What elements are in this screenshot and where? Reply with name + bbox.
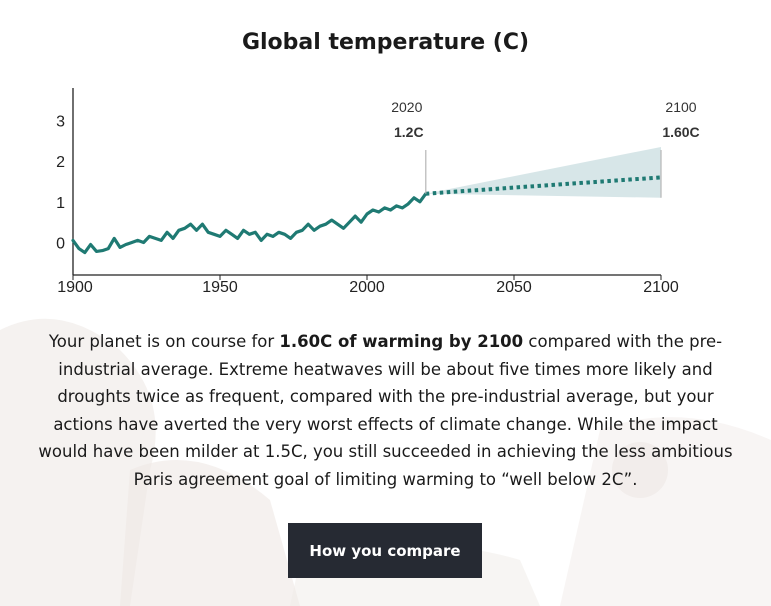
temperature-chart: 1900 1950 2000 2050 2100 0 1 2 3 2020 1.2C 2100 1.6… [56,88,700,296]
series-layer [71,175,662,255]
projection-band [425,146,661,198]
chart-title: Global temperature (C) [241,30,530,55]
annotations-layer: 2020 1.2C 2100 1.60C [391,99,700,198]
x-tick-label-1900: 1900 [57,279,93,296]
x-tick-label-2000: 2000 [349,279,385,296]
summary-text-end: compared with the pre-industrial average… [38,332,733,489]
summary-paragraph: Your planet is on course for 1.60C of wa… [28,328,743,493]
annotation-value-2020: 1.2C [394,124,424,140]
y-tick-label-0: 0 [56,235,65,252]
x-tick-label-2100: 2100 [643,279,679,296]
annotation-year-2020: 2020 [391,99,422,115]
y-tick-label-1: 1 [56,195,65,212]
summary-highlight: 1.60C of warming by 2100 [279,332,524,351]
how-you-compare-button[interactable]: How you compare [288,523,482,578]
x-tick-label-2050: 2050 [496,279,532,296]
annotation-year-2100: 2100 [665,99,696,115]
projection-band-layer [425,146,661,198]
summary-text-start: Your planet is on course for [48,332,280,351]
axes: 1900 1950 2000 2050 2100 0 1 2 3 [56,88,679,296]
historical-temperature-line [71,192,428,255]
projection-line [425,175,662,196]
y-tick-label-2: 2 [56,154,65,171]
y-tick-label-3: 3 [56,114,65,131]
x-tick-label-1950: 1950 [202,279,238,296]
annotation-value-2100: 1.60C [662,124,699,140]
